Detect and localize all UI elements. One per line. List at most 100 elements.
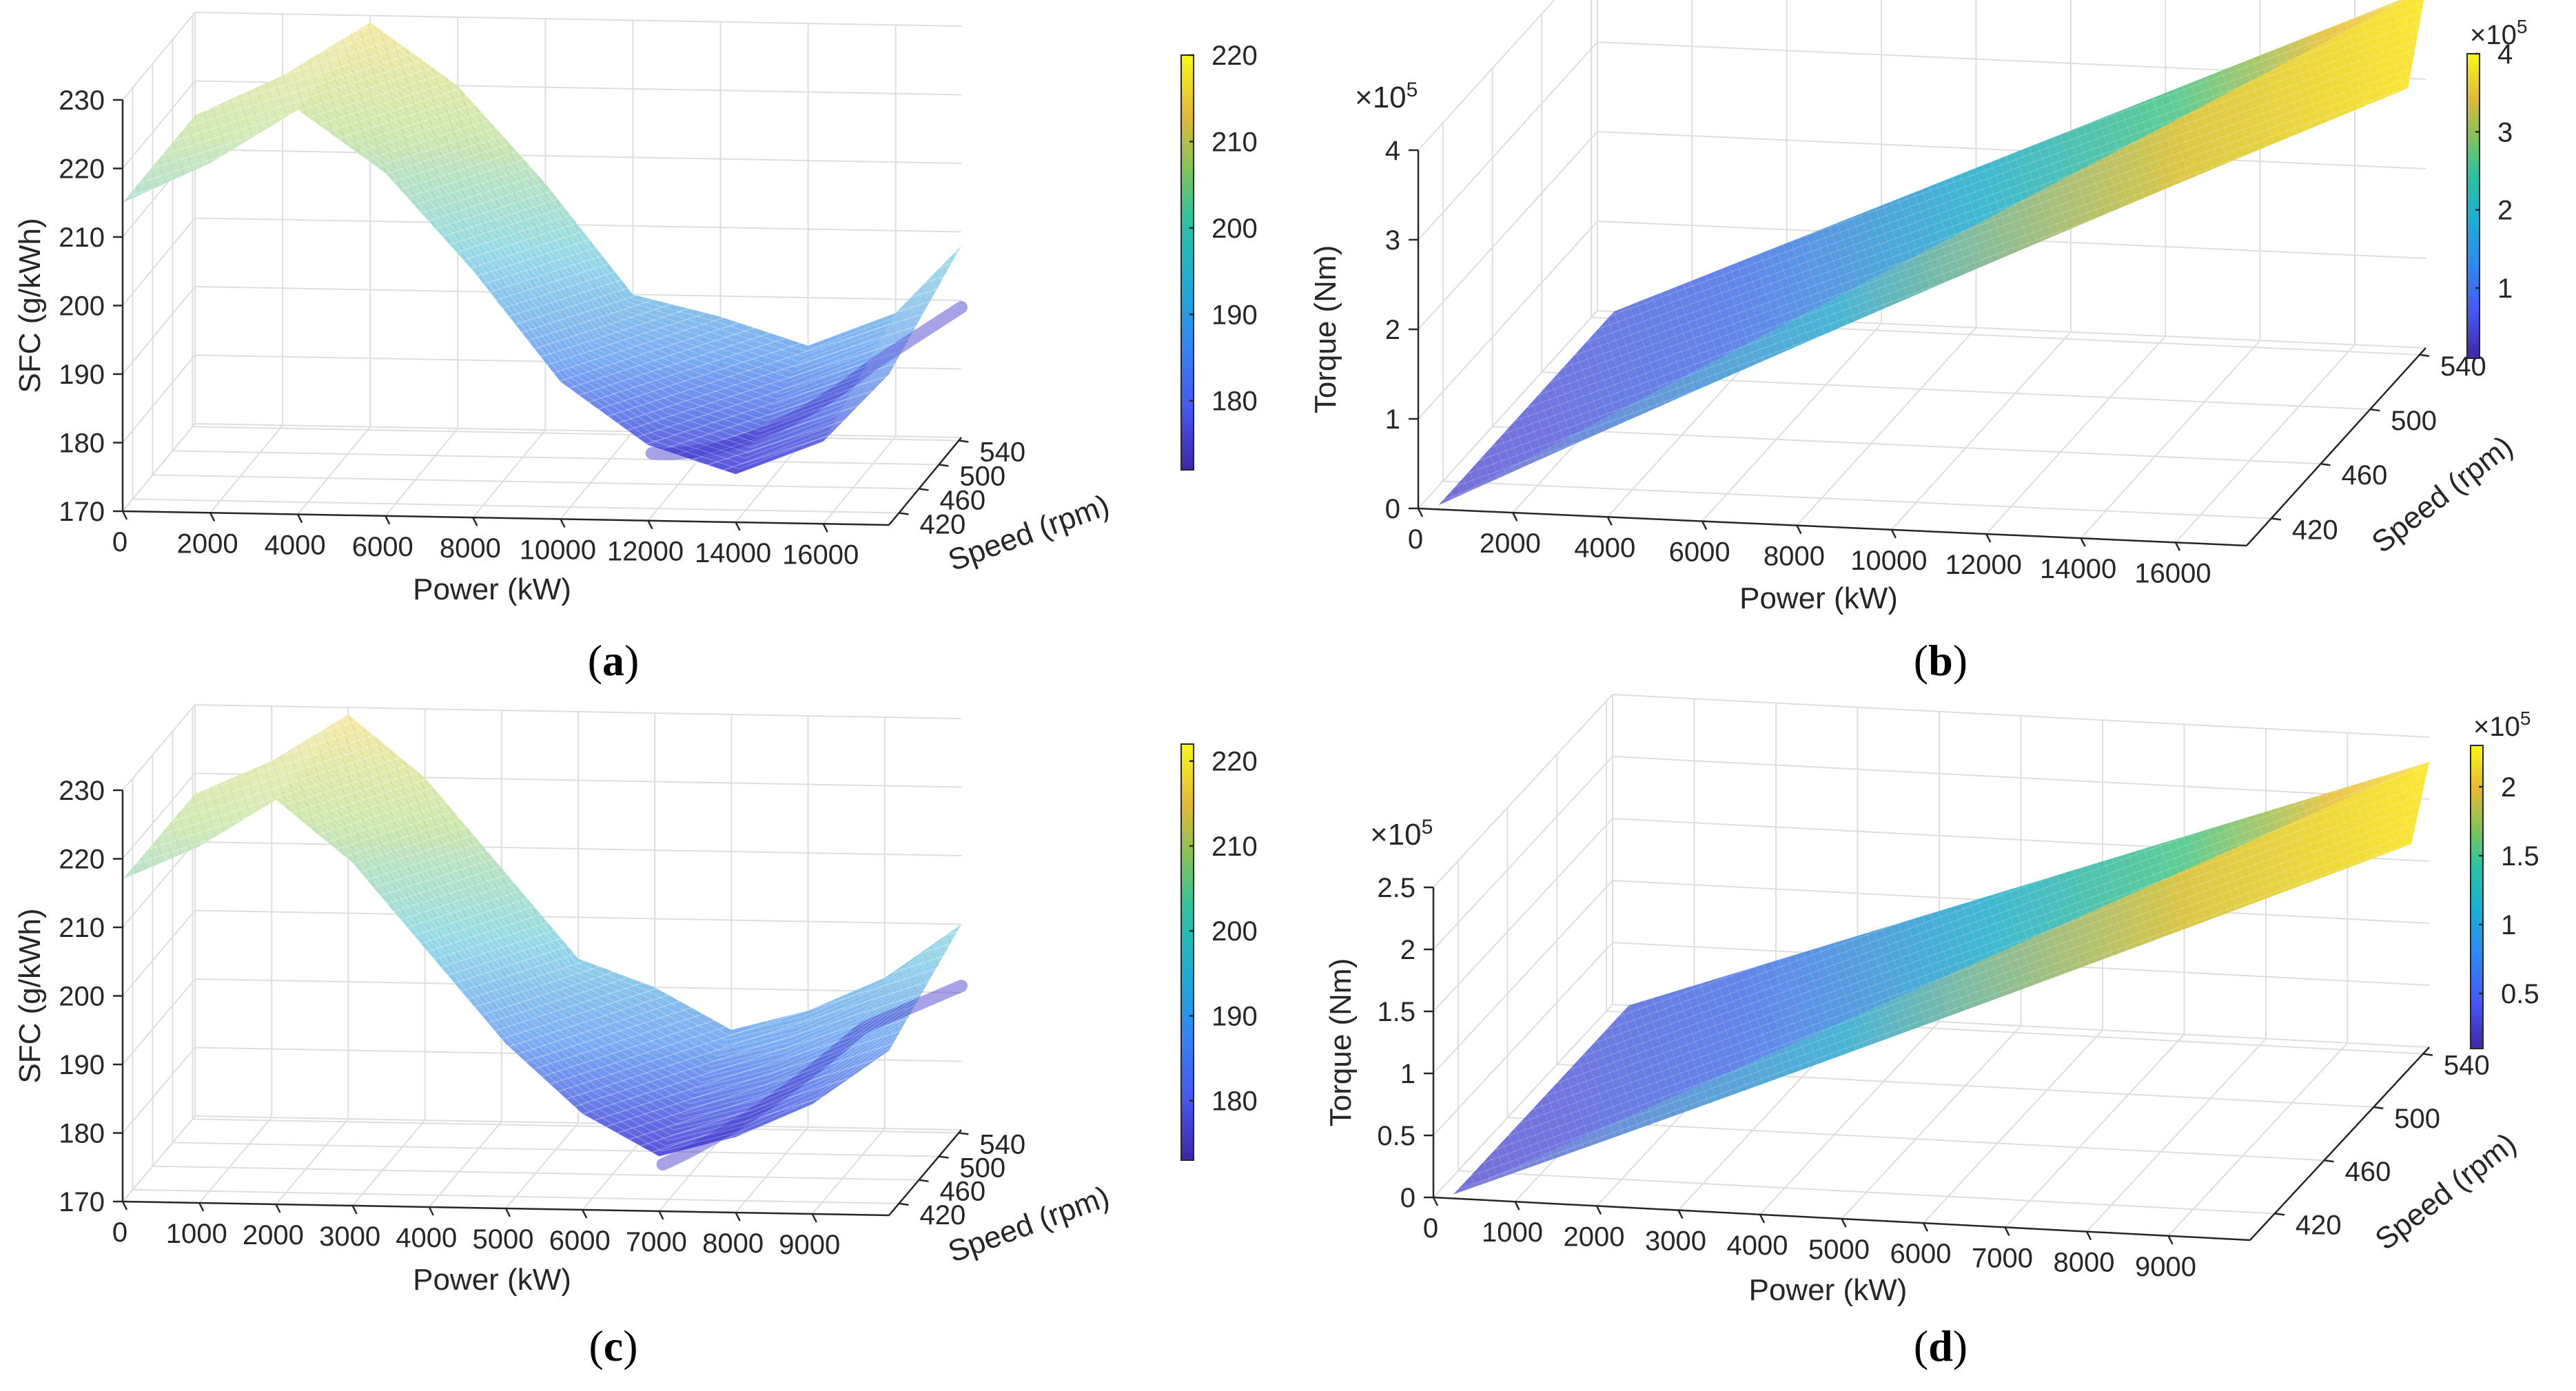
colorbar-gradient	[1180, 54, 1194, 471]
z-tick-label: 170	[59, 497, 105, 527]
x-tick-label: 6000	[1669, 537, 1730, 568]
colorbar: 180 190 200 210 220	[1180, 41, 1258, 471]
back-wall-grid-z	[1597, 131, 2426, 169]
sfc-mesh-line	[134, 785, 901, 1136]
y-tick-mark	[919, 488, 929, 491]
surface	[122, 714, 968, 1171]
back-wall-grid-z	[194, 12, 962, 27]
z-tick-label: 190	[59, 360, 105, 390]
floor-grid-y	[172, 1142, 939, 1157]
sfc-mesh-line	[137, 91, 905, 449]
colorbar-tick-label: 0.5	[2501, 979, 2539, 1009]
y-tick-label: 500	[2394, 1104, 2440, 1134]
y-tick-label: 540	[2444, 1051, 2490, 1081]
side-wall-grid-z	[1433, 694, 1613, 888]
panel-label-letter: c	[604, 1321, 623, 1370]
y-tick-label: 500	[959, 1153, 1005, 1183]
x-tick-mark	[1606, 516, 1613, 526]
floor-grid-y	[1458, 1170, 2275, 1215]
floor-grid-x	[1985, 336, 2166, 535]
z-tick-label: 190	[59, 1050, 105, 1080]
sfc-mesh-line	[159, 756, 926, 1094]
panel-label-close: )	[1953, 1321, 1967, 1370]
x-tick-mark	[647, 520, 653, 530]
y-tick-mark	[2271, 517, 2282, 521]
back-wall-grid-z	[194, 841, 962, 856]
floor-grid-x	[429, 1121, 502, 1208]
colorbar-tick-label: 220	[1212, 41, 1258, 71]
tick-labels: 0 1000 2000 3000 4000 5000 6000 7000 8000 9000420…	[59, 776, 1025, 1260]
side-wall-grid-z	[1433, 1004, 1613, 1198]
panel-label: (b)	[1914, 636, 1967, 685]
x-tick-mark	[811, 1213, 817, 1223]
x-axis-label: Power (kW)	[1739, 581, 1898, 615]
sfc-mesh-line	[189, 29, 956, 357]
sfc-mesh-line	[167, 745, 934, 1078]
floor-grid-x	[560, 431, 634, 520]
back-wall-grid-z	[194, 909, 962, 925]
x-axis-line	[122, 510, 890, 526]
z-tick-label: 200	[59, 982, 105, 1012]
x-tick-mark	[1701, 520, 1708, 530]
tick-labels: 0 1000 2000 3000 4000 5000 6000 7000 8000 9000420…	[1377, 873, 2489, 1282]
z-tick-label: 180	[59, 1119, 105, 1149]
sfc-mesh-line	[170, 742, 938, 1073]
colorbar-gradient	[2466, 53, 2480, 359]
colorbar-exponent-power: 5	[2517, 16, 2528, 37]
torque-surface-mesh-front	[1438, 0, 2424, 506]
z-tick-label: 0	[1385, 494, 1400, 524]
sfc-mesh-line	[128, 792, 896, 1146]
x-tick-label: 0	[112, 527, 127, 557]
panel-label-open: (	[589, 1321, 603, 1370]
z-tick-label: 1.5	[1377, 997, 1415, 1027]
floor-grid-x	[1891, 331, 2072, 530]
back-wall-grid-z	[1612, 694, 2430, 738]
sfc-mesh-line	[134, 94, 901, 453]
colorbar-tick-label: 220	[1212, 747, 1258, 777]
x-tick-label: 7000	[1972, 1243, 2033, 1273]
sfc-mesh-line	[146, 80, 914, 432]
colorbar-tick-label: 180	[1212, 387, 1258, 417]
sfc-mesh-line	[179, 40, 947, 373]
x-tick-label: 9000	[2135, 1252, 2196, 1282]
x-tick-label: 1000	[1482, 1217, 1543, 1248]
colorbar-exponent-label: ×105	[2473, 708, 2531, 742]
floor-grid-x	[1923, 1029, 2103, 1224]
x-tick-label: 10000	[1850, 546, 1927, 576]
x-tick-label: 14000	[2040, 554, 2116, 584]
x-tick-mark	[582, 1209, 588, 1219]
colorbar-tick-label: 210	[1212, 832, 1258, 862]
x-tick-label: 0	[1408, 524, 1423, 555]
x-tick-label: 6000	[352, 532, 413, 562]
colorbar-tick-label: 180	[1212, 1086, 1258, 1117]
sfc-mesh-line	[159, 65, 926, 411]
y-tick-mark	[2419, 353, 2430, 358]
x-tick-mark	[351, 1205, 358, 1215]
y-tick-label: 460	[2345, 1157, 2391, 1187]
side-wall-grid-z	[1433, 818, 1613, 1012]
y-tick-label: 540	[979, 437, 1025, 467]
colorbar-tick-label: 4	[2497, 39, 2513, 70]
panel-label: (a)	[588, 636, 640, 685]
x-tick-label: 3000	[319, 1222, 380, 1252]
z-tick-label: 2	[1400, 935, 1415, 965]
y-tick-mark	[2324, 1159, 2334, 1163]
surface	[1453, 762, 2429, 1195]
z-tick-label: 230	[59, 85, 105, 116]
colorbar: 0.5 1 1.5 2 ×105	[2470, 708, 2539, 1049]
x-tick-mark	[2080, 537, 2086, 547]
x-tick-label: 2000	[1564, 1222, 1625, 1252]
floor-grid-y	[132, 498, 899, 514]
sfc-mesh-line	[189, 721, 956, 1041]
floor-grid-x	[812, 1128, 886, 1215]
sfc-mesh-line	[161, 753, 929, 1089]
x-tick-label: 4000	[265, 530, 326, 561]
sfc-mesh-line	[185, 724, 953, 1047]
floor-grid-x	[385, 428, 459, 517]
y-tick-label: 420	[2296, 1210, 2342, 1240]
x-tick-mark	[297, 514, 303, 524]
colorbar-tick-label: 2	[2501, 772, 2516, 803]
x-tick-mark	[121, 1201, 128, 1210]
side-wall-grid-z	[1433, 942, 1613, 1136]
